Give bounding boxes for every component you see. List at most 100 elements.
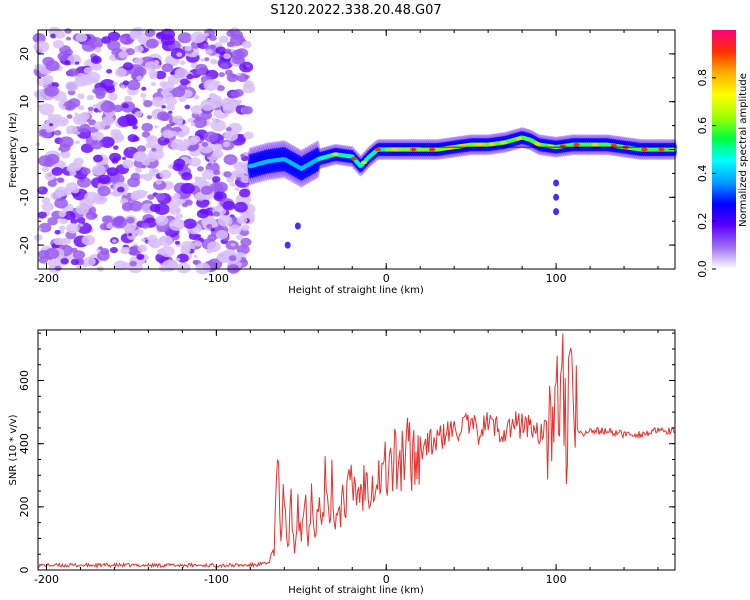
noise-blob bbox=[212, 176, 221, 183]
noise-blob bbox=[136, 75, 143, 81]
noise-blob bbox=[160, 28, 176, 41]
noise-blob bbox=[223, 171, 232, 178]
colorbar-gradient bbox=[712, 30, 736, 269]
noise-blob bbox=[203, 79, 219, 91]
noise-blob bbox=[122, 62, 134, 71]
colorbar-tick-label: 0.8 bbox=[696, 69, 709, 87]
noise-blob bbox=[45, 60, 60, 72]
noise-blob bbox=[218, 35, 229, 44]
noise-blob bbox=[124, 95, 133, 103]
spectrogram-y-axis-label: Frequency (Hz) bbox=[8, 112, 19, 188]
noise-blob bbox=[180, 246, 191, 255]
noise-blob bbox=[130, 190, 142, 200]
noise-blob bbox=[212, 150, 224, 159]
noise-blob bbox=[195, 262, 211, 275]
noise-blob bbox=[207, 241, 221, 253]
noise-blob bbox=[225, 126, 232, 132]
noise-blob bbox=[141, 131, 151, 138]
x-tick-label: 100 bbox=[546, 573, 567, 586]
noise-blob bbox=[126, 79, 141, 91]
noise-blob bbox=[54, 197, 68, 209]
noise-blob bbox=[133, 151, 148, 162]
noise-blob bbox=[113, 260, 127, 271]
noise-blob bbox=[143, 99, 153, 108]
noise-blob bbox=[218, 187, 225, 193]
noise-blob bbox=[191, 52, 197, 56]
y-tick-label: 200 bbox=[18, 496, 31, 517]
noise-blob bbox=[84, 191, 100, 204]
noise-blob bbox=[115, 67, 127, 78]
noise-blob bbox=[44, 85, 59, 97]
noise-blob bbox=[155, 70, 167, 80]
noise-blob bbox=[44, 248, 60, 260]
noise-blob bbox=[166, 104, 176, 111]
spectrogram-x-ticks: -200 -100 0 100 bbox=[34, 30, 659, 285]
noise-blob bbox=[121, 159, 134, 169]
signal-peak bbox=[360, 160, 368, 165]
noise-blob bbox=[210, 59, 218, 65]
noise-blob bbox=[171, 86, 186, 98]
signal-peak bbox=[641, 147, 648, 152]
noise-blob bbox=[34, 63, 44, 71]
noise-blob bbox=[205, 49, 213, 55]
noise-blob bbox=[107, 40, 121, 51]
noise-blob bbox=[94, 121, 106, 131]
noise-blob bbox=[79, 223, 84, 227]
noise-blob bbox=[127, 134, 139, 143]
noise-blob bbox=[161, 63, 174, 73]
noise-blob bbox=[160, 245, 175, 258]
noise-blob bbox=[109, 152, 122, 162]
noise-blob bbox=[145, 142, 153, 149]
noise-blob bbox=[64, 60, 71, 65]
noise-blob bbox=[233, 161, 245, 171]
noise-blob bbox=[38, 103, 55, 116]
noise-blob bbox=[224, 112, 229, 117]
noise-blob bbox=[47, 179, 57, 187]
noise-blob bbox=[214, 192, 224, 200]
noise-blob bbox=[109, 191, 115, 196]
noise-blob bbox=[51, 166, 64, 176]
noise-blob bbox=[197, 166, 204, 172]
noise-blob bbox=[199, 70, 207, 76]
snr-marks bbox=[37, 333, 675, 569]
colorbar-tick-label: 0.6 bbox=[696, 117, 709, 135]
x-tick-label: -100 bbox=[204, 272, 229, 285]
y-tick-label: -20 bbox=[18, 236, 31, 254]
noise-blob bbox=[200, 99, 216, 111]
x-tick-label: -200 bbox=[34, 272, 59, 285]
noise-blob bbox=[201, 142, 209, 147]
noise-blob bbox=[93, 57, 100, 63]
noise-blob bbox=[141, 122, 153, 132]
noise-blob bbox=[126, 216, 135, 224]
signal-peak bbox=[410, 147, 417, 152]
noise-blob bbox=[110, 247, 118, 254]
isolated-blob bbox=[553, 179, 560, 187]
y-tick-label: 0 bbox=[18, 567, 31, 574]
noise-blob bbox=[146, 115, 153, 120]
noise-blob bbox=[134, 167, 142, 173]
noise-blob bbox=[75, 33, 88, 43]
noise-blob bbox=[147, 194, 155, 200]
signal-peak bbox=[374, 147, 381, 152]
noise-blob bbox=[169, 219, 185, 231]
noise-blob bbox=[94, 47, 102, 53]
noise-blob bbox=[88, 119, 97, 126]
noise-blob bbox=[93, 39, 98, 43]
noise-blob bbox=[151, 147, 157, 152]
colorbar-tick-label: 0.4 bbox=[696, 165, 709, 183]
noise-blob bbox=[203, 131, 218, 143]
noise-blob bbox=[83, 256, 96, 267]
noise-blob bbox=[90, 140, 103, 150]
noise-blob bbox=[64, 28, 72, 34]
noise-blob bbox=[65, 36, 72, 41]
noise-blob bbox=[193, 117, 207, 129]
snr-y-ticks: 0 200 400 600 bbox=[18, 332, 675, 574]
noise-blob bbox=[112, 81, 118, 86]
noise-blob bbox=[93, 154, 103, 163]
noise-blob bbox=[236, 234, 244, 240]
noise-blob bbox=[141, 86, 147, 91]
noise-blob bbox=[83, 66, 93, 75]
signal-peak bbox=[515, 136, 522, 141]
noise-blob bbox=[80, 74, 95, 86]
